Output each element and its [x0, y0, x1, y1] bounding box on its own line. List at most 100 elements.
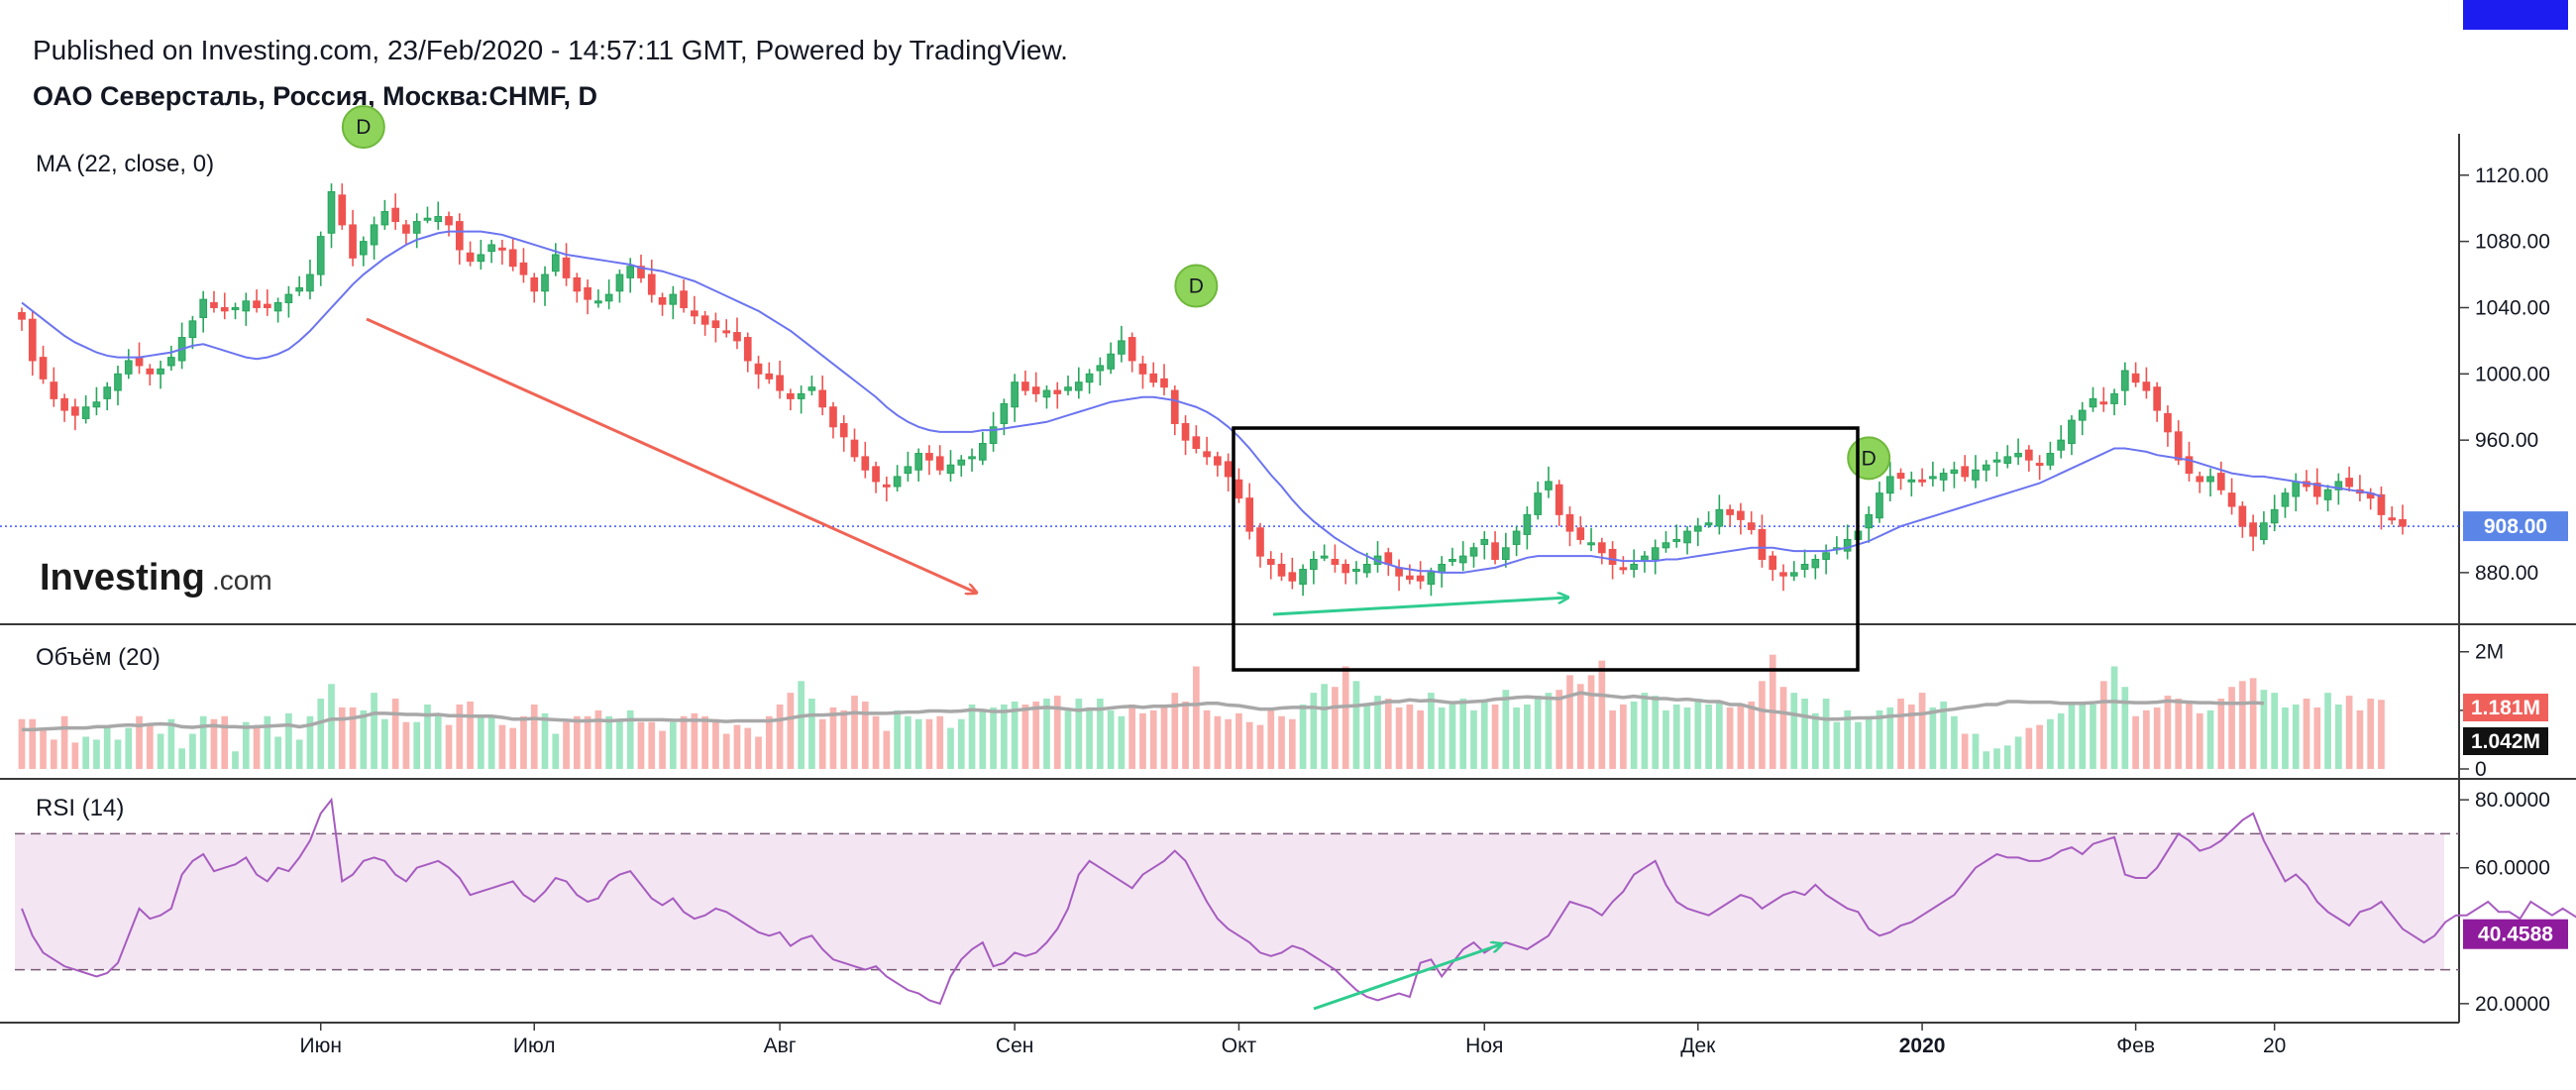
candle[interactable] [188, 315, 197, 350]
candle[interactable] [1458, 541, 1467, 572]
candle[interactable] [818, 375, 827, 416]
candle[interactable] [177, 322, 186, 370]
candle[interactable] [380, 199, 389, 230]
candle[interactable] [1449, 547, 1456, 567]
candle[interactable] [882, 476, 891, 502]
candle[interactable] [1779, 564, 1787, 592]
candle[interactable] [2356, 475, 2364, 502]
candle[interactable] [210, 290, 218, 313]
candle[interactable] [1320, 544, 1329, 562]
candle[interactable] [103, 382, 112, 411]
candle[interactable] [1245, 483, 1254, 540]
candle[interactable] [391, 193, 399, 230]
candle[interactable] [530, 272, 539, 303]
candle[interactable] [1074, 367, 1083, 399]
candle[interactable] [1885, 461, 1894, 502]
candle[interactable] [1523, 506, 1532, 550]
candle[interactable] [220, 292, 229, 320]
candle[interactable] [2260, 511, 2268, 545]
candle[interactable] [2345, 466, 2353, 491]
candle[interactable] [1491, 531, 1499, 565]
candle[interactable] [978, 431, 987, 466]
candle[interactable] [1651, 539, 1660, 575]
candle[interactable] [2323, 485, 2332, 512]
candle[interactable] [2238, 501, 2247, 538]
candle[interactable] [2025, 445, 2033, 472]
candle[interactable] [81, 395, 90, 424]
candle[interactable] [829, 401, 837, 439]
candle[interactable] [2057, 425, 2066, 459]
candle[interactable] [1693, 517, 1702, 547]
candle[interactable] [1587, 527, 1595, 552]
candle[interactable] [1961, 455, 1970, 482]
candle[interactable] [787, 388, 795, 411]
candle[interactable] [1704, 511, 1713, 528]
candle[interactable] [2281, 488, 2290, 518]
candle[interactable] [2153, 382, 2161, 422]
candle[interactable] [423, 206, 432, 224]
candle[interactable] [1619, 556, 1628, 575]
candle[interactable] [1310, 551, 1318, 585]
candle[interactable] [2142, 367, 2151, 399]
candle[interactable] [754, 355, 763, 389]
candle[interactable] [2110, 388, 2118, 416]
candle[interactable] [1203, 436, 1211, 466]
candle[interactable] [284, 285, 293, 318]
candle[interactable] [2366, 488, 2375, 510]
candle[interactable] [1769, 551, 1777, 582]
candle[interactable] [776, 360, 784, 399]
candle[interactable] [1288, 557, 1297, 590]
candle[interactable] [50, 367, 58, 407]
candle[interactable] [1031, 372, 1040, 402]
candle[interactable] [925, 445, 933, 476]
candle[interactable] [1811, 554, 1820, 580]
dividend-marker[interactable]: D [1847, 436, 1891, 481]
candle[interactable] [872, 461, 880, 493]
candle[interactable] [316, 231, 325, 286]
candle[interactable] [114, 365, 122, 406]
candle[interactable] [1234, 468, 1243, 503]
candle[interactable] [2164, 405, 2172, 447]
candle[interactable] [487, 239, 495, 264]
candle[interactable] [968, 448, 976, 472]
candle[interactable] [2131, 362, 2140, 387]
candle[interactable] [60, 393, 68, 422]
candle[interactable] [1512, 526, 1521, 557]
candle[interactable] [1107, 342, 1115, 375]
candle[interactable] [2120, 362, 2129, 406]
candle[interactable] [1224, 453, 1233, 491]
candle[interactable] [1214, 451, 1222, 477]
candle[interactable] [1972, 455, 1980, 489]
candle[interactable] [711, 312, 720, 343]
candle[interactable] [1726, 504, 1734, 527]
candle[interactable] [1737, 502, 1745, 535]
candle[interactable] [349, 209, 357, 267]
dividend-marker[interactable]: D [341, 105, 385, 150]
candle[interactable] [1896, 468, 1905, 490]
candle[interactable] [370, 216, 378, 261]
candle[interactable] [1118, 325, 1126, 363]
candle[interactable] [2196, 471, 2204, 493]
candle[interactable] [199, 290, 208, 333]
candle[interactable] [562, 243, 571, 286]
candle[interactable] [2003, 445, 2012, 469]
candle[interactable] [1042, 385, 1051, 409]
candle[interactable] [466, 241, 475, 267]
candle[interactable] [2388, 506, 2397, 525]
candle[interactable] [1545, 466, 1553, 498]
candle[interactable] [253, 289, 261, 313]
candle[interactable] [1950, 461, 1959, 489]
candle[interactable] [743, 332, 752, 373]
candle[interactable] [327, 183, 336, 249]
candle[interactable] [1395, 559, 1403, 592]
candle[interactable] [1800, 549, 1809, 578]
candle[interactable] [935, 445, 944, 476]
candle[interactable] [1758, 514, 1767, 568]
candle[interactable] [1876, 481, 1883, 523]
candle[interactable] [2303, 470, 2310, 491]
candle[interactable] [733, 317, 741, 350]
candle[interactable] [626, 258, 635, 293]
candle[interactable] [1929, 461, 1937, 487]
candle[interactable] [1565, 506, 1574, 547]
candle[interactable] [92, 386, 101, 416]
